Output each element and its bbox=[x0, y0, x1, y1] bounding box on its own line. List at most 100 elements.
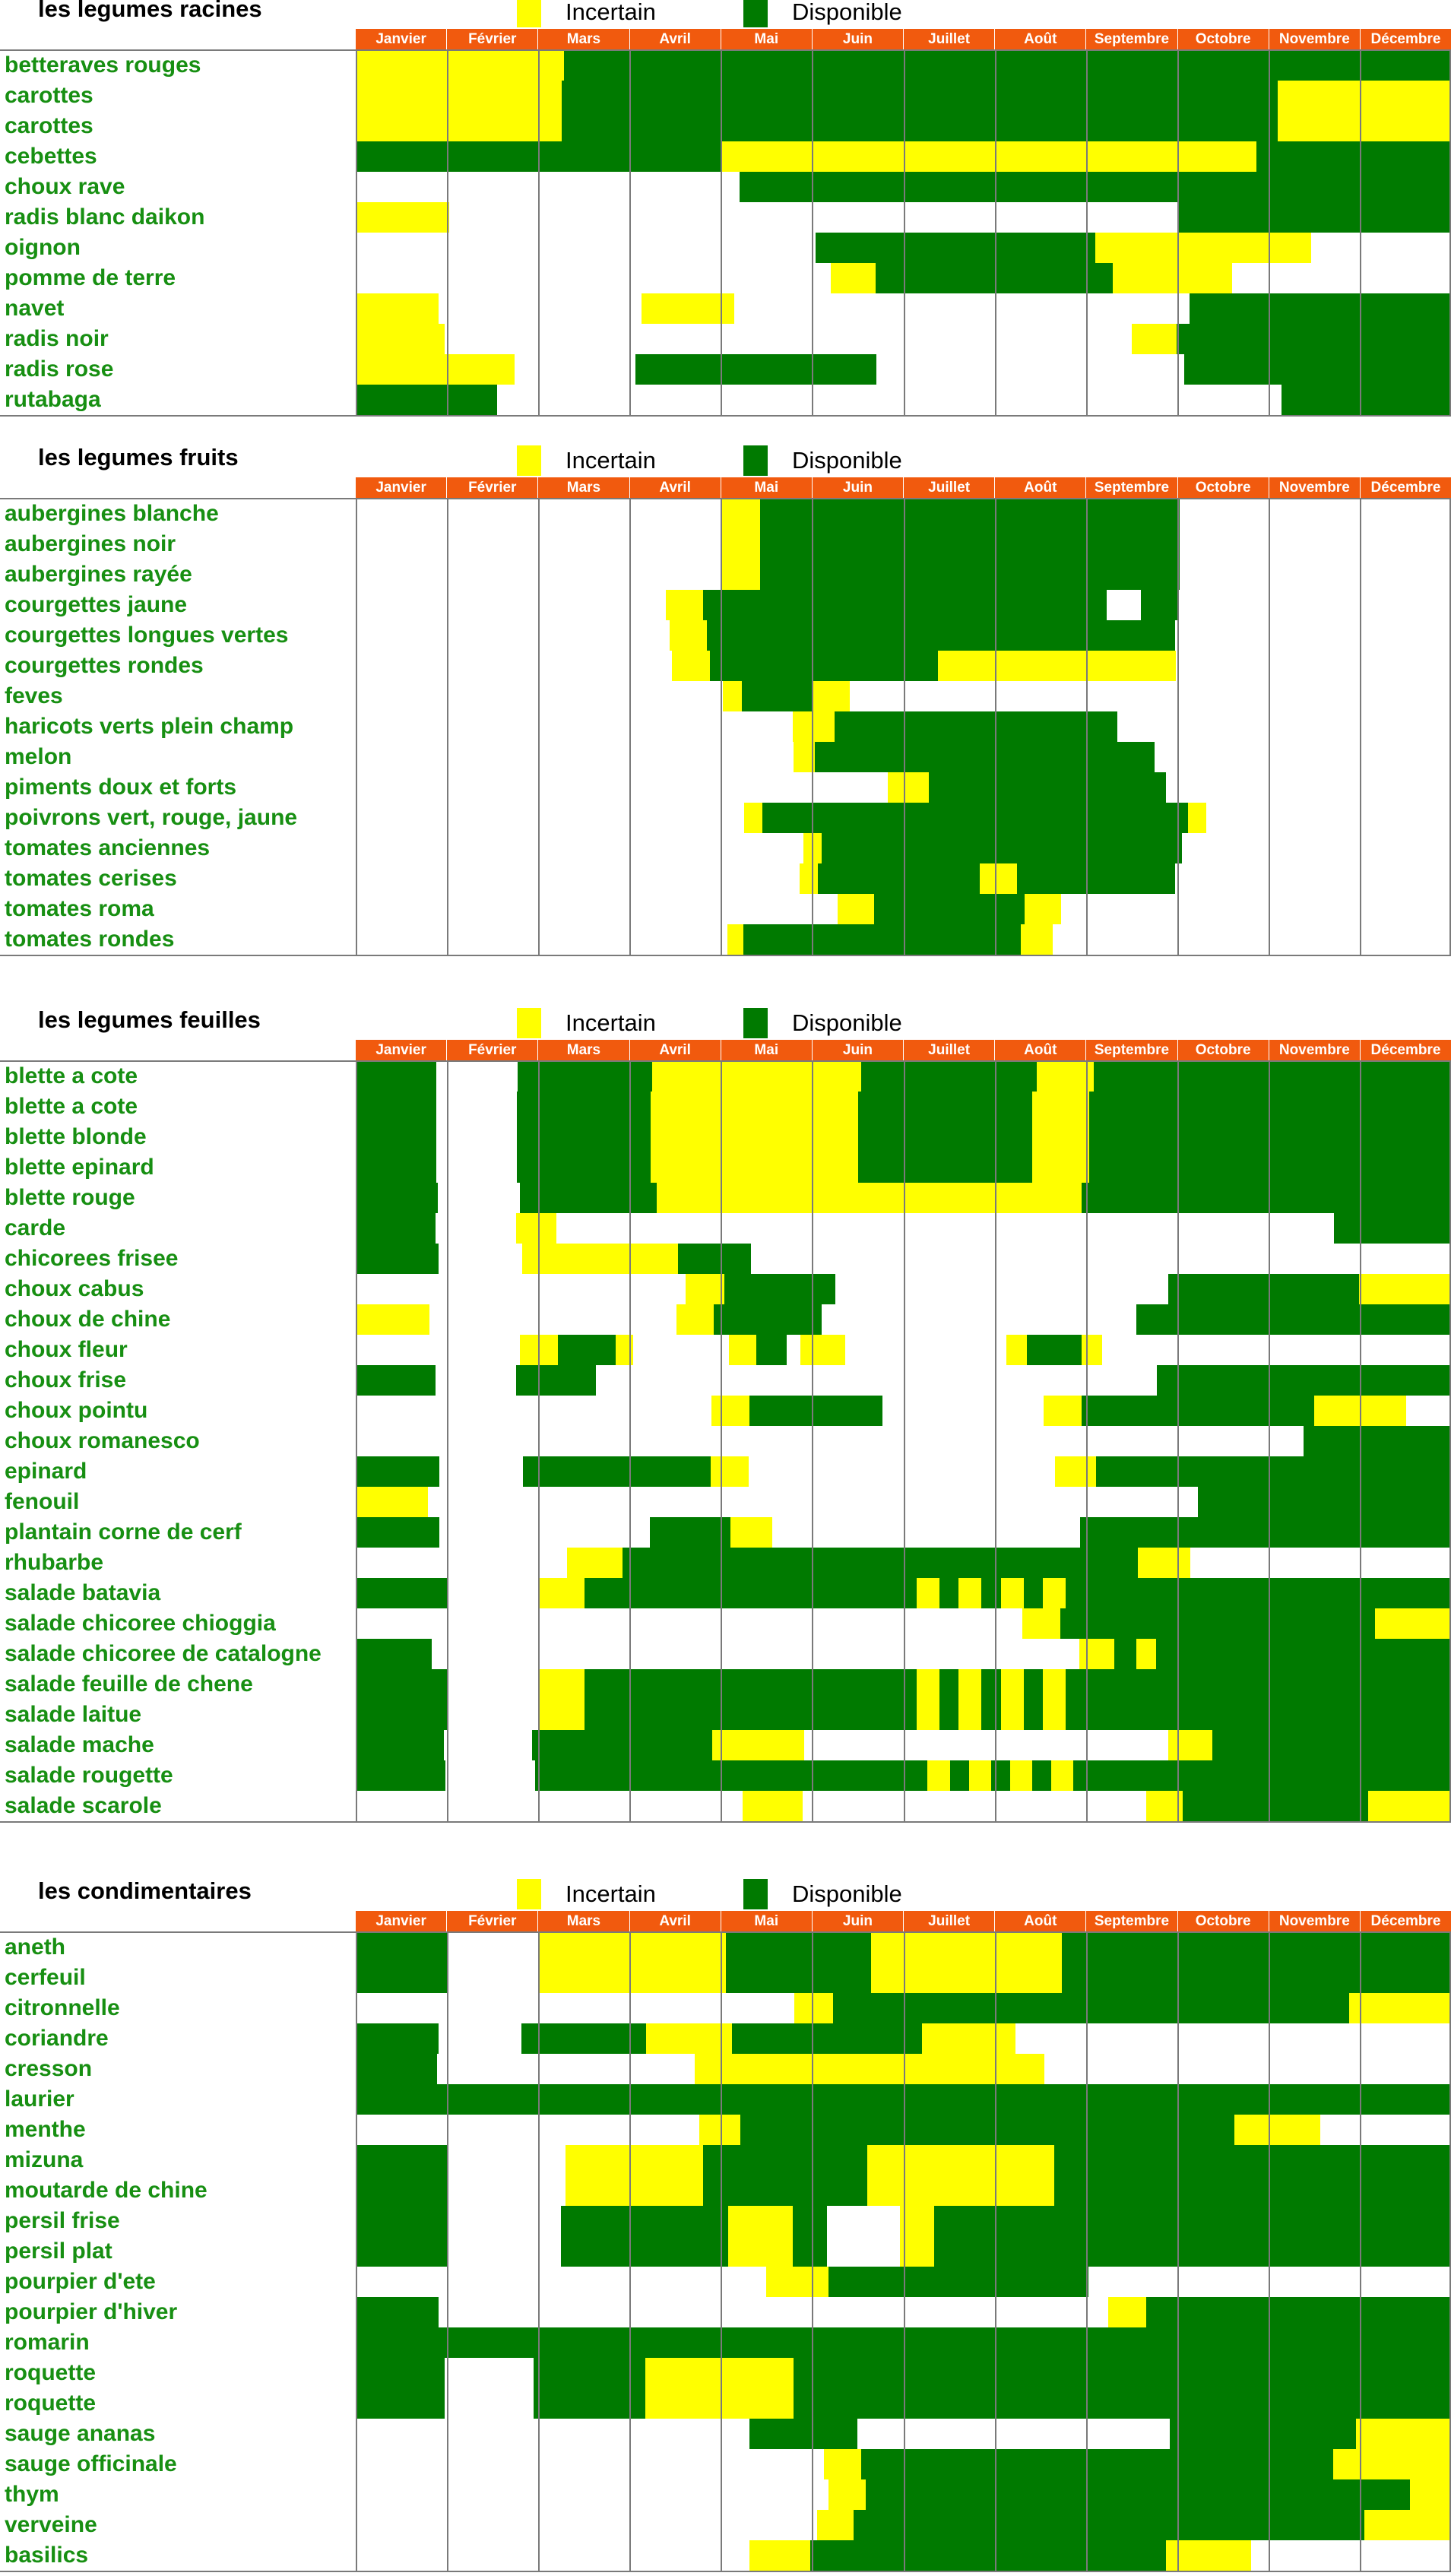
availability-strip bbox=[356, 141, 1451, 172]
available-period bbox=[534, 2358, 646, 2388]
availability-strip bbox=[356, 263, 1451, 293]
available-period bbox=[1089, 1092, 1451, 1122]
unavailable-period bbox=[439, 2023, 522, 2054]
availability-strip bbox=[356, 833, 1451, 863]
unavailable-period bbox=[356, 1274, 686, 1304]
available-period bbox=[623, 1548, 1138, 1578]
crop-row: basilics bbox=[0, 2540, 1451, 2571]
month-header: Janvier Février Mars Avril Mai Juin Juillet Aoû… bbox=[356, 29, 1451, 50]
crop-name: feves bbox=[5, 683, 63, 708]
available-period bbox=[561, 2236, 729, 2267]
unavailable-period bbox=[356, 863, 800, 894]
available-period bbox=[809, 2540, 1167, 2571]
available-period bbox=[724, 1274, 835, 1304]
uncertain-period bbox=[866, 2175, 1054, 2206]
crop-row: choux de chine bbox=[0, 1304, 1451, 1335]
availability-strip bbox=[356, 2419, 1451, 2449]
month-label: Août bbox=[995, 477, 1087, 499]
unavailable-period bbox=[356, 2540, 749, 2571]
uncertain-period bbox=[645, 2023, 733, 2054]
uncertain-period bbox=[958, 1700, 982, 1730]
uncertain-period bbox=[539, 1932, 727, 1963]
crop-row: radis noir bbox=[0, 324, 1451, 354]
crop-row: tomates rondes bbox=[0, 924, 1451, 955]
crop-row: oignon bbox=[0, 233, 1451, 263]
available-period bbox=[521, 2023, 646, 2054]
available-period bbox=[1089, 1122, 1451, 1152]
crop-name: tomates cerises bbox=[5, 866, 177, 891]
crop-row: salade batavia bbox=[0, 1578, 1451, 1608]
available-period bbox=[356, 1061, 437, 1092]
availability-strip bbox=[356, 2054, 1451, 2084]
availability-strip bbox=[356, 1639, 1451, 1669]
available-period bbox=[522, 1456, 711, 1487]
uncertain-period bbox=[539, 1700, 585, 1730]
available-period bbox=[858, 1092, 1033, 1122]
crop-name: romarin bbox=[5, 2330, 90, 2355]
month-label: Avril bbox=[629, 29, 721, 50]
uncertain-period bbox=[899, 2236, 934, 2267]
unavailable-period bbox=[1174, 620, 1451, 651]
crop-row: cresson bbox=[0, 2054, 1451, 2084]
crop-row: betteraves rouges bbox=[0, 50, 1451, 81]
crop-row: courgettes rondes bbox=[0, 651, 1451, 681]
month-gridline bbox=[629, 499, 631, 955]
uncertain-period bbox=[917, 1700, 940, 1730]
uncertain-period bbox=[566, 1548, 623, 1578]
available-period bbox=[1089, 1152, 1451, 1183]
available-period bbox=[759, 529, 1180, 559]
month-gridline bbox=[356, 1061, 357, 1821]
availability-strip bbox=[356, 1213, 1451, 1244]
availability-strip bbox=[356, 172, 1451, 202]
available-period bbox=[794, 2388, 1451, 2419]
month-label: Décembre bbox=[1360, 477, 1451, 499]
crop-row: choux romanesco bbox=[0, 1426, 1451, 1456]
crop-name: choux frise bbox=[5, 1367, 127, 1393]
unavailable-period bbox=[438, 1183, 521, 1213]
unavailable-period bbox=[439, 1244, 522, 1274]
crop-name: navet bbox=[5, 296, 65, 321]
uncertain-period bbox=[799, 863, 819, 894]
month-gridline bbox=[1360, 499, 1361, 955]
crop-row: thym bbox=[0, 2479, 1451, 2510]
available-period bbox=[702, 2145, 867, 2175]
unavailable-period bbox=[356, 2115, 699, 2145]
crop-name: salade scarole bbox=[5, 1793, 162, 1818]
available-period bbox=[794, 2358, 1451, 2388]
month-label: Juin bbox=[812, 29, 904, 50]
uncertain-period bbox=[356, 50, 564, 81]
availability-strip bbox=[356, 651, 1451, 681]
available-period bbox=[743, 924, 1021, 955]
uncertain-period bbox=[657, 1183, 1082, 1213]
availability-strip bbox=[356, 1244, 1451, 1274]
unavailable-period bbox=[748, 1456, 1055, 1487]
crop-name: chicorees frisee bbox=[5, 1246, 179, 1271]
unavailable-period bbox=[436, 1092, 517, 1122]
uncertain-period bbox=[1020, 924, 1053, 955]
unavailable-period bbox=[802, 1791, 1147, 1821]
availability-strip bbox=[356, 2449, 1451, 2479]
month-label: Août bbox=[995, 1040, 1087, 1061]
available-period bbox=[1061, 1932, 1451, 1963]
unavailable-period bbox=[1117, 711, 1451, 742]
month-label: Juillet bbox=[904, 477, 996, 499]
crop-row: carottes bbox=[0, 111, 1451, 141]
month-gridline bbox=[447, 50, 448, 415]
crop-name: pourpier d'hiver bbox=[5, 2299, 178, 2324]
unavailable-period bbox=[1175, 651, 1451, 681]
crop-name: tomates roma bbox=[5, 896, 154, 921]
availability-strip bbox=[356, 1993, 1451, 2023]
crop-row: aubergines blanche bbox=[0, 499, 1451, 529]
unavailable-period bbox=[514, 354, 635, 385]
availability-strip bbox=[356, 1183, 1451, 1213]
unavailable-period bbox=[429, 1304, 677, 1335]
uncertain-period bbox=[356, 324, 445, 354]
table-bottom-rule bbox=[0, 415, 1451, 417]
table-bottom-rule bbox=[0, 2571, 1451, 2572]
uncertain-period bbox=[765, 2267, 828, 2297]
uncertain-period bbox=[356, 81, 562, 111]
month-gridline bbox=[538, 50, 540, 415]
month-gridline bbox=[538, 1061, 540, 1821]
availability-strip bbox=[356, 1061, 1451, 1092]
uncertain-period bbox=[1167, 1730, 1212, 1760]
